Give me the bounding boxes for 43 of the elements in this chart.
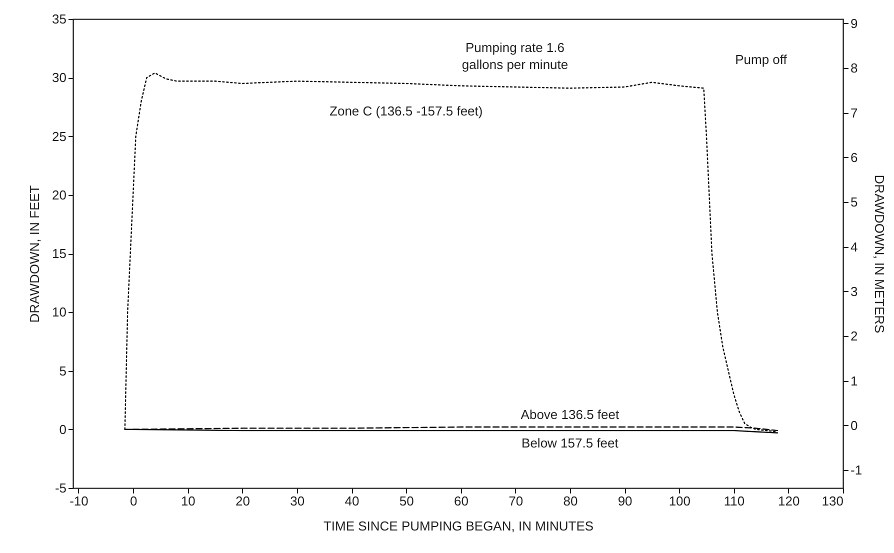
y2-tick-label: 1 <box>850 373 858 388</box>
y-tick-label: 15 <box>52 246 66 261</box>
x-tick-label: 40 <box>344 494 360 508</box>
y2-tick-label: 9 <box>850 16 858 31</box>
y2-tick-label: 4 <box>850 239 858 254</box>
x-tick-label: 60 <box>454 494 468 508</box>
y2-axis-title: DRAWDOWN, IN METERS <box>872 174 888 334</box>
y-tick-label: 10 <box>52 304 66 320</box>
x-axis-title: TIME SINCE PUMPING BEGAN, IN MINUTES <box>323 518 594 534</box>
y2-tick-label: 5 <box>850 194 858 210</box>
x-tick-label: 120 <box>778 494 800 508</box>
x-tick-label: 10 <box>180 494 196 508</box>
y2-tick-label: 2 <box>850 328 858 344</box>
y-tick-label: -5 <box>54 480 66 496</box>
x-tick-label: 130 <box>822 494 844 508</box>
y2-tick-label: 0 <box>850 418 858 433</box>
x-tick-label: 20 <box>236 494 250 508</box>
y2-tick-label: 8 <box>850 60 858 76</box>
y-tick-label: 25 <box>52 128 66 144</box>
series-label: Below 157.5 feet <box>522 436 619 451</box>
x-tick-label: 0 <box>130 494 138 508</box>
y2-tick-label: 7 <box>850 105 858 120</box>
x-tick-label: 80 <box>563 494 578 508</box>
annotation: Pumping rate 1.6 gallons per minute <box>462 40 568 72</box>
y-tick-label: 30 <box>52 70 66 86</box>
series-label: Above 136.5 feet <box>520 407 620 422</box>
y2-tick-label: 3 <box>850 284 858 299</box>
x-tick-label: 90 <box>618 494 632 508</box>
annotation: Pump off <box>735 52 788 67</box>
y-tick-label: 20 <box>52 187 66 202</box>
x-tick-label: 110 <box>724 494 745 508</box>
y2-tick-label: -1 <box>850 462 862 478</box>
x-tick-label: 30 <box>290 494 305 508</box>
y-tick-label: 0 <box>59 422 66 437</box>
y-axis-title: DRAWDOWN, IN FEET <box>27 185 42 323</box>
x-tick-label: 100 <box>668 494 691 508</box>
x-tick-label: 70 <box>508 494 524 508</box>
y2-tick-label: 6 <box>850 150 858 165</box>
x-tick-label: -10 <box>70 494 88 508</box>
y-tick-label: 35 <box>52 12 66 26</box>
y-tick-label: 5 <box>59 363 66 378</box>
x-tick-label: 50 <box>399 494 414 508</box>
series-label: Zone C (136.5 -157.5 feet) <box>330 103 483 118</box>
